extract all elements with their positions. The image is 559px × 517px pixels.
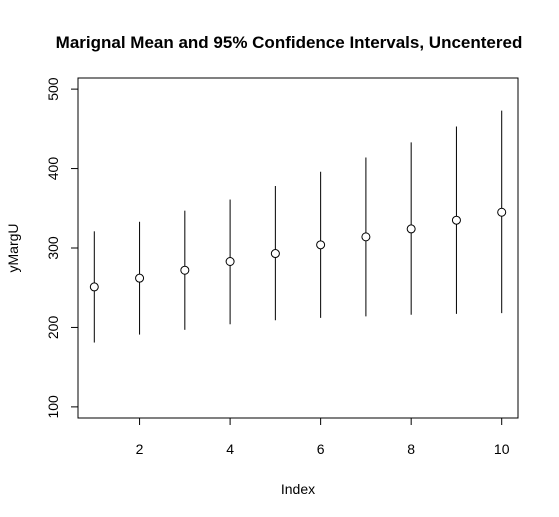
mean-point — [270, 249, 280, 259]
y-tick-label: 100 — [45, 395, 61, 419]
chart-title: Marignal Mean and 95% Confidence Interva… — [56, 33, 523, 52]
data-marks — [89, 110, 507, 343]
y-tick-label: 200 — [45, 316, 61, 340]
y-tick-label: 500 — [45, 77, 61, 101]
mean-point — [135, 273, 145, 283]
x-tick-label: 8 — [407, 441, 415, 457]
x-tick-label: 4 — [226, 441, 234, 457]
y-axis: 100 200 300 400 500 — [45, 77, 78, 419]
x-axis: 2 4 6 8 10 — [136, 418, 510, 457]
plot-frame — [77, 77, 519, 419]
mean-point — [316, 240, 326, 250]
x-tick-label: 10 — [494, 441, 510, 457]
mean-point — [451, 215, 461, 225]
mean-point — [497, 207, 507, 217]
x-axis-label: Index — [281, 481, 315, 497]
y-tick-label: 400 — [45, 157, 61, 181]
y-axis-label: yMargU — [5, 223, 21, 272]
mean-point — [89, 282, 99, 292]
y-tick-label: 300 — [45, 236, 61, 260]
mean-point — [361, 232, 371, 242]
mean-point — [406, 224, 416, 234]
mean-point — [180, 265, 190, 275]
mean-point — [225, 257, 235, 267]
x-tick-label: 6 — [317, 441, 325, 457]
x-tick-label: 2 — [136, 441, 144, 457]
